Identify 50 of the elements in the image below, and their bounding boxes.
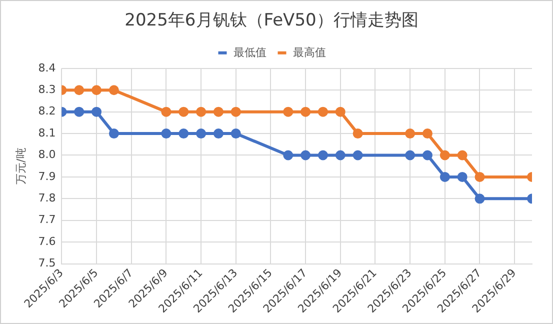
point	[230, 106, 241, 117]
point	[74, 85, 84, 96]
chart-title: 2025年6月钒钛（FeV50）行情走势图	[124, 10, 418, 31]
point	[108, 128, 119, 139]
point	[300, 106, 311, 117]
y-tick-label: 7.8	[38, 192, 56, 205]
y-tick-label: 8.1	[38, 126, 56, 140]
point	[422, 150, 432, 160]
point	[230, 128, 241, 139]
point	[457, 172, 468, 182]
point	[352, 150, 363, 160]
point	[474, 172, 485, 182]
y-tick-label: 8.4	[38, 61, 56, 74]
legend-label: 最高值	[293, 46, 326, 59]
point	[440, 172, 450, 182]
point	[178, 106, 189, 117]
point	[335, 106, 346, 117]
point	[405, 128, 416, 139]
y-tick-label: 8.0	[38, 148, 56, 162]
point	[161, 128, 172, 139]
y-tick-label: 7.6	[38, 234, 56, 248]
y-tick-label: 7.5	[38, 256, 56, 270]
point	[213, 106, 224, 117]
point	[108, 85, 119, 96]
point	[196, 106, 206, 117]
legend-label: 最低值	[234, 46, 266, 59]
point	[300, 150, 311, 160]
point	[283, 150, 294, 160]
point	[352, 128, 363, 139]
point	[318, 150, 328, 160]
y-tick-label: 7.7	[38, 213, 56, 226]
point	[335, 150, 346, 160]
point	[457, 150, 468, 160]
point	[74, 106, 84, 117]
y-tick-label: 7.9	[38, 170, 56, 183]
point	[422, 128, 432, 139]
point	[196, 128, 206, 139]
point	[213, 128, 224, 139]
point	[161, 106, 172, 117]
point	[92, 106, 102, 117]
point	[92, 85, 102, 96]
point	[440, 150, 450, 160]
y-tick-label: 8.2	[38, 104, 56, 118]
y-tick-label: 8.3	[38, 82, 56, 96]
point	[405, 150, 416, 160]
point	[474, 194, 485, 204]
point	[318, 106, 328, 117]
point	[178, 128, 189, 139]
y-axis-title: 万元/吨	[14, 148, 28, 184]
point	[283, 106, 294, 117]
